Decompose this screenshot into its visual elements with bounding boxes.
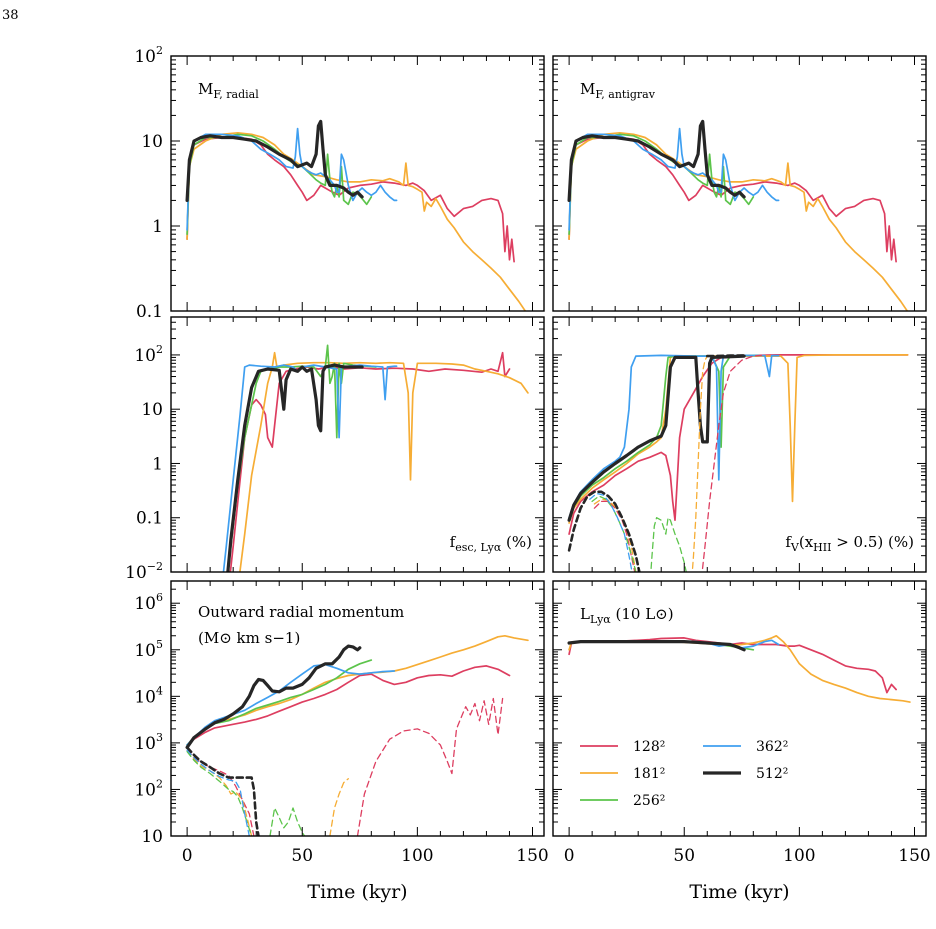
series-line-512 <box>185 644 362 749</box>
series-line-128 <box>186 665 511 746</box>
panel-frame <box>170 580 545 837</box>
page-number: 38 <box>2 8 19 23</box>
x-tick-label: 50 <box>673 846 695 866</box>
series-line-362-dashed <box>589 492 633 572</box>
series-line-362 <box>568 127 780 231</box>
series-group <box>567 119 909 311</box>
y-tick-label: 10 <box>141 132 163 152</box>
panel-fv: fV(xHII > 0.5) (%) <box>552 316 927 573</box>
panel-label: MF, radial <box>198 80 259 101</box>
series-line-181-dashed <box>691 355 708 572</box>
series-line-256 <box>227 344 377 572</box>
series-line-362 <box>222 364 398 572</box>
panel-label: fV(xHII > 0.5) (%) <box>785 533 914 554</box>
series-line-256 <box>568 354 759 522</box>
x-tick-label: 100 <box>401 846 433 866</box>
panel-label: Outward radial momentum <box>198 603 404 621</box>
panel-frame <box>552 316 927 573</box>
series-line-128 <box>229 351 511 572</box>
panel-label: LLyα (10 L⊙) <box>580 605 674 626</box>
panel-fesc: 10−2 0.1 1 10 102 fesc, Lyα (%) <box>125 316 545 583</box>
y-tick-label: 102 <box>134 44 163 67</box>
series-line-512 <box>226 363 364 572</box>
y-tick-label: 1 <box>152 454 163 474</box>
series-line-256-dashed <box>650 517 687 572</box>
series-line-181-dashed <box>186 749 253 836</box>
panel-frame <box>170 316 545 573</box>
series-group <box>567 634 911 703</box>
series-line-256-dashed <box>186 750 253 836</box>
series-group <box>567 354 909 572</box>
panel-label: fesc, Lyα (%) <box>450 533 532 554</box>
x-tick-label: 100 <box>783 846 815 866</box>
legend-label-256: 256² <box>633 793 665 809</box>
y-tick-label: 105 <box>134 638 163 661</box>
series-line-256 <box>186 659 373 746</box>
x-tick-label: 0 <box>182 846 193 866</box>
legend-label-362: 362² <box>756 739 788 755</box>
series-line-362 <box>568 354 780 519</box>
series-line-362-dashed <box>186 749 250 836</box>
x-tick-label: 50 <box>291 846 313 866</box>
series-group <box>222 344 529 572</box>
series-group <box>185 119 527 311</box>
panel-label-units: (M⊙ km s−1) <box>198 629 300 647</box>
series-line-512-dashed <box>185 746 260 836</box>
series-line-128 <box>568 354 909 535</box>
x-tick-label: 150 <box>516 846 548 866</box>
x-axis-title: Time (kyr) <box>689 881 789 903</box>
y-tick-label: 102 <box>134 777 163 800</box>
series-line-181-dashed <box>329 778 349 836</box>
x-tick-label: 0 <box>564 846 575 866</box>
legend: 128² 181² 256² 362² 512² <box>580 739 788 809</box>
y-tick-label: 10−2 <box>125 560 163 583</box>
series-line-181 <box>186 634 529 746</box>
series-line-512-dashed <box>567 490 641 572</box>
series-line-128-dashed <box>701 354 766 572</box>
series-line-512 <box>185 119 364 202</box>
series-group <box>185 634 529 836</box>
series-line-181 <box>568 354 909 524</box>
series-line-181 <box>186 131 527 311</box>
panel-frame <box>552 580 927 837</box>
y-tick-label: 103 <box>134 731 163 754</box>
y-tick-label: 10 <box>141 400 163 420</box>
x-tick-label: 150 <box>898 846 930 866</box>
panel-frame <box>552 55 927 312</box>
series-line-181 <box>568 131 909 311</box>
legend-label-181: 181² <box>633 766 665 782</box>
y-tick-label: 0.1 <box>136 509 163 529</box>
y-tick-label: 10 <box>141 827 163 847</box>
panel-mf-antigrav: MF, antigrav <box>552 55 927 312</box>
x-axis-title: Time (kyr) <box>307 881 407 903</box>
panel-momentum: 10 102 103 104 105 106 0 50 100 150 Time (kyr) Outw… <box>134 580 549 903</box>
series-line-512 <box>567 354 746 522</box>
legend-label-512: 512² <box>756 766 788 782</box>
series-line-362 <box>186 127 398 231</box>
y-tick-label: 1 <box>152 217 163 237</box>
y-tick-label: 0.1 <box>136 302 163 322</box>
legend-label-128: 128² <box>633 739 665 755</box>
y-tick-label: 106 <box>134 591 163 614</box>
panel-frame <box>170 55 545 312</box>
series-line-512 <box>567 640 746 652</box>
y-tick-label: 104 <box>134 684 163 707</box>
panel-mf-radial: 0.1 1 10 102 MF, radial <box>134 44 545 322</box>
series-line-512-dashed <box>706 354 746 358</box>
series-line-128-dashed <box>356 697 504 836</box>
series-line-362 <box>186 663 396 746</box>
series-line-512 <box>567 119 746 202</box>
y-tick-label: 102 <box>134 343 163 366</box>
series-line-256-dashed <box>269 807 306 836</box>
panel-lya: 0 50 100 150 Time (kyr) LLyα (10 L⊙) 128² 181² 2… <box>552 580 931 903</box>
panel-label: MF, antigrav <box>580 80 656 101</box>
